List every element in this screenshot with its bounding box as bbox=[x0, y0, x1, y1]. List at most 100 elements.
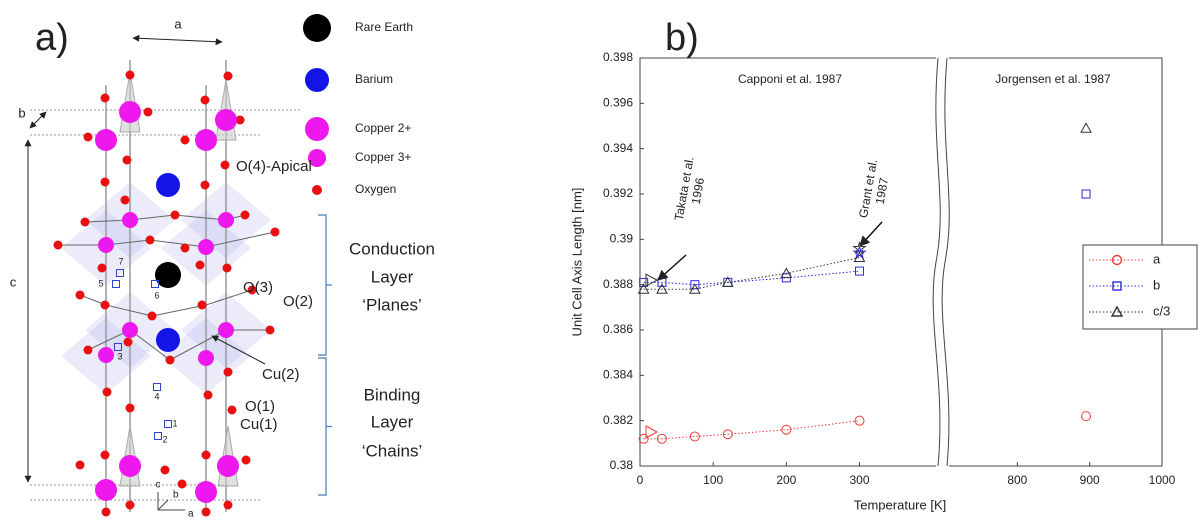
annotation-line: Jorgensen et al. 1987 bbox=[995, 72, 1111, 86]
oxygen-atom bbox=[145, 235, 155, 245]
oxygen-atom bbox=[53, 240, 63, 250]
marker bbox=[854, 415, 865, 426]
oxygen-atom bbox=[143, 107, 153, 117]
oxygen-atom bbox=[160, 465, 170, 475]
copper3-atom bbox=[198, 239, 214, 255]
legend-label: Oxygen bbox=[355, 182, 396, 196]
x-tick-label: 100 bbox=[703, 473, 723, 487]
panel-label: b) bbox=[665, 17, 699, 59]
oxygen-atom bbox=[195, 260, 205, 270]
legend-label: Copper 3+ bbox=[355, 150, 411, 164]
rare-earth-atom bbox=[155, 262, 181, 288]
oxygen-atom bbox=[223, 71, 233, 81]
layer-bracket bbox=[318, 357, 327, 496]
triad-label: a bbox=[188, 509, 194, 520]
copper3-atom bbox=[198, 350, 214, 366]
marker bbox=[639, 277, 649, 287]
oxygen-atom bbox=[247, 285, 257, 295]
site-label: Cu(1) bbox=[240, 416, 278, 433]
oxygen-atom bbox=[222, 263, 232, 273]
oxygen-atom bbox=[165, 355, 175, 365]
series-line bbox=[643, 270, 860, 286]
oxygen-atom bbox=[101, 507, 111, 517]
x-tick-label: 800 bbox=[1007, 473, 1027, 487]
triad-label: b bbox=[173, 490, 179, 501]
layer-label: Binding bbox=[364, 385, 421, 404]
copper2-atom bbox=[119, 101, 141, 123]
site-square bbox=[116, 269, 124, 277]
site-label: Cu(2) bbox=[262, 366, 300, 383]
site-square bbox=[112, 280, 120, 288]
x-tick-label: 0 bbox=[637, 473, 644, 487]
marker bbox=[852, 245, 867, 260]
marker bbox=[855, 266, 865, 276]
oxygen-atom bbox=[125, 70, 135, 80]
oxygen-atom bbox=[197, 300, 207, 310]
lattice-label: c bbox=[10, 274, 17, 289]
oxygen-atom bbox=[223, 367, 233, 377]
oxygen-atom bbox=[235, 115, 245, 125]
site-number: 7 bbox=[118, 256, 123, 266]
lattice-arrow bbox=[29, 111, 47, 129]
oxygen-atom bbox=[100, 450, 110, 460]
oxygen-atom bbox=[223, 500, 233, 510]
site-number: 4 bbox=[154, 391, 159, 401]
marker bbox=[1080, 122, 1092, 133]
legend-swatch bbox=[305, 68, 329, 92]
annotation: Takata et al.1996 bbox=[672, 156, 711, 225]
legend-box bbox=[1082, 244, 1198, 330]
oxygen-atom bbox=[220, 160, 230, 170]
y-tick-label: 0.384 bbox=[603, 368, 633, 382]
oxygen-atom bbox=[75, 460, 85, 470]
legend-label: Rare Earth bbox=[355, 20, 413, 34]
site-number: 5 bbox=[98, 278, 103, 288]
marker bbox=[1111, 254, 1123, 266]
marker bbox=[645, 273, 659, 287]
layer-label: ‘Chains’ bbox=[362, 441, 422, 460]
copper2-atom bbox=[217, 455, 239, 477]
copper2-atom bbox=[95, 479, 117, 501]
annotation: Jorgensen et al. 1987 bbox=[995, 72, 1111, 86]
layer-label: Layer bbox=[371, 267, 414, 286]
marker bbox=[721, 276, 734, 287]
lattice-label: a bbox=[174, 16, 182, 31]
oxygen-atom bbox=[125, 500, 135, 510]
x-tick-label: 900 bbox=[1080, 473, 1100, 487]
oxygen-atom bbox=[201, 507, 211, 517]
triad-label: c bbox=[156, 480, 161, 491]
marker bbox=[690, 280, 700, 290]
oxygen-atom bbox=[147, 311, 157, 321]
triad bbox=[157, 499, 169, 511]
marker bbox=[780, 267, 793, 278]
marker bbox=[781, 273, 791, 283]
marker bbox=[645, 425, 659, 439]
y-tick-label: 0.382 bbox=[603, 413, 633, 427]
oxygen-atom bbox=[80, 217, 90, 227]
y-tick-label: 0.388 bbox=[603, 277, 633, 291]
lattice-arrow bbox=[132, 34, 223, 46]
oxygen-atom bbox=[177, 479, 187, 489]
site-label: O(2) bbox=[283, 293, 313, 310]
axis-break bbox=[941, 57, 950, 467]
x-tick-label: 300 bbox=[849, 473, 869, 487]
legend-label: Copper 2+ bbox=[355, 121, 411, 135]
oxygen-atom bbox=[241, 455, 251, 465]
legend-label: a bbox=[1153, 251, 1161, 266]
oxygen-atom bbox=[170, 210, 180, 220]
annotation: Capponi et al. 1987 bbox=[738, 72, 842, 86]
site-pointer bbox=[211, 335, 266, 365]
annotation-line: Capponi et al. 1987 bbox=[738, 72, 842, 86]
barium-atom bbox=[156, 173, 180, 197]
site-number: 6 bbox=[154, 290, 159, 300]
y-tick-label: 0.39 bbox=[610, 232, 634, 246]
copper2-atom bbox=[215, 109, 237, 131]
annotation-line: 1996 bbox=[689, 176, 707, 205]
marker bbox=[689, 431, 700, 442]
lattice-label: b bbox=[18, 105, 25, 120]
oxygen-atom bbox=[102, 387, 112, 397]
site-square bbox=[114, 343, 122, 351]
y-tick-label: 0.398 bbox=[603, 50, 633, 64]
